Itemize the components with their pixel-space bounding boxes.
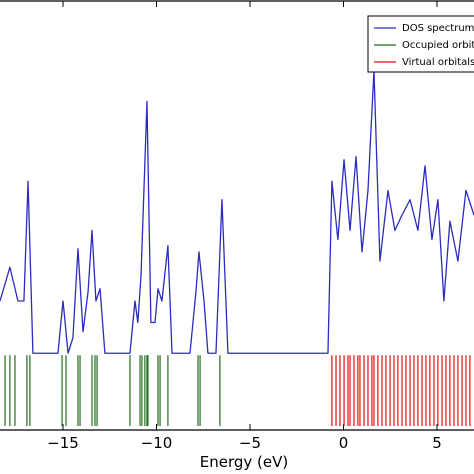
legend-label: Virtual orbitals (402, 57, 474, 68)
x-tick-label: 0 (339, 434, 349, 452)
dos-line (0, 69, 474, 354)
x-tick-label: −5 (239, 434, 261, 452)
x-axis-label: Energy (eV) (200, 453, 288, 471)
legend-box (367, 15, 474, 73)
legend-label: Occupied orbitals (402, 40, 474, 51)
legend-label: DOS spectrum (402, 23, 474, 34)
x-tick-label: −15 (47, 434, 79, 452)
legend: DOS spectrum Occupied orbitals Virtual orb… (367, 15, 474, 73)
x-tick-label: −10 (141, 434, 173, 452)
x-tick-label: 5 (432, 434, 442, 452)
